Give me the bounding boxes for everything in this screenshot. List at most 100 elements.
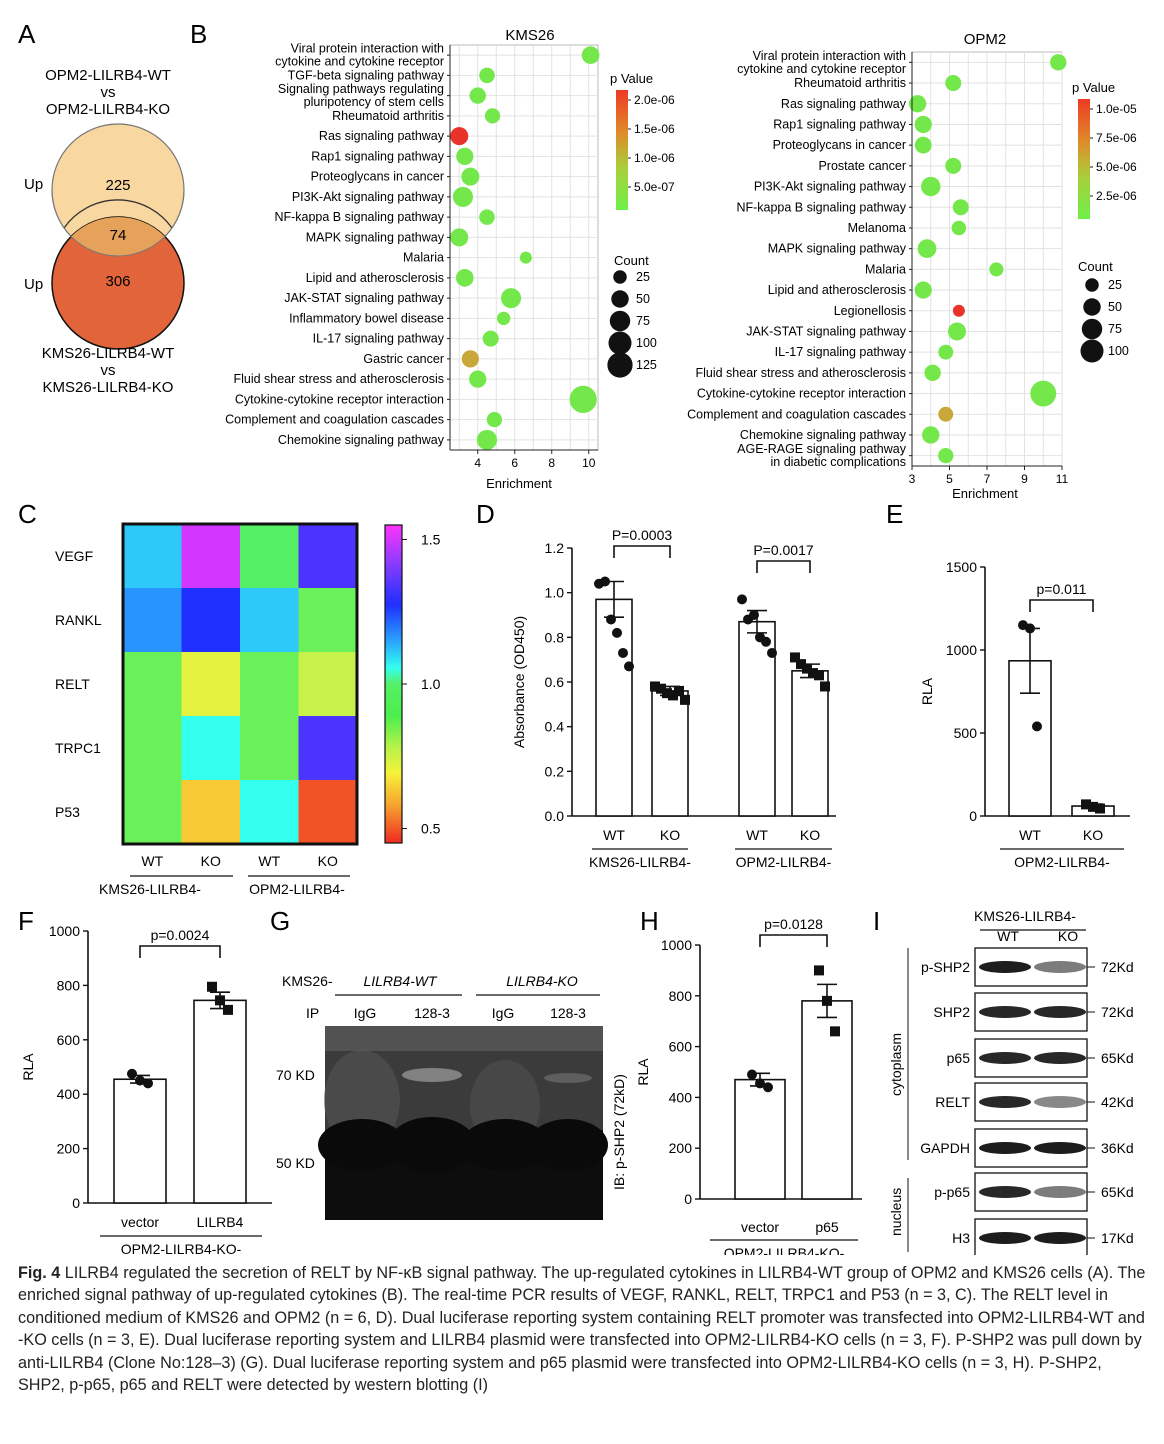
- y-tick-label: 400: [57, 1086, 81, 1102]
- data-point: [476, 429, 498, 450]
- y-tick-label: 1500: [946, 559, 977, 575]
- data-point: [952, 199, 969, 216]
- data-point: [914, 115, 932, 134]
- data-point: [207, 981, 217, 992]
- heatmap-cell: [240, 716, 299, 781]
- blot-band: [979, 1142, 1031, 1154]
- data-point: [127, 1068, 137, 1079]
- blot-band: [979, 1052, 1031, 1064]
- y-tick-label: 500: [954, 725, 978, 741]
- data-point: [569, 385, 597, 413]
- category-label: Legionellosis: [834, 304, 906, 318]
- category-label: IL-17 signaling pathway: [775, 345, 907, 359]
- count-legend-label: 100: [1108, 344, 1129, 358]
- blot-g-pshp2-band: [402, 1068, 462, 1082]
- bar-chart-e: 0 500 1000 1500 RLA WT KO p=0.011 OPM2-LILRB4-: [919, 559, 1130, 870]
- blot-g-marker-70: 70 KD: [276, 1067, 315, 1083]
- dotplot-kms26-title: KMS26: [505, 27, 554, 44]
- count-legend-label: 25: [636, 270, 650, 284]
- dotplot-opm2-title: OPM2: [964, 31, 1007, 48]
- blot-band: [1034, 1142, 1086, 1154]
- venn-top-label-2: vs: [101, 84, 116, 101]
- category-label: AGE-RAGE signaling pathway: [737, 442, 907, 456]
- count-legend-dot: [611, 290, 629, 308]
- category-label: IL-17 signaling pathway: [313, 332, 445, 346]
- count-legend-dot: [1080, 339, 1104, 363]
- kms26-count-title: Count: [614, 253, 649, 268]
- blot-g-marker-50: 50 KD: [276, 1155, 315, 1171]
- colorbar-tick-label: 1.0: [421, 676, 441, 692]
- blot-row-label: H3: [952, 1230, 970, 1246]
- category-label: TGF-beta signaling pathway: [288, 68, 445, 82]
- p-value-label: P=0.0003: [612, 527, 673, 543]
- kms26-pvalue-colorbar: [616, 90, 628, 210]
- panel-label-b: B: [190, 19, 207, 49]
- category-label: cytokine and cytokine receptor: [737, 62, 906, 76]
- significance-bracket: [613, 545, 671, 558]
- x-tick-label: 5: [946, 472, 953, 486]
- blot-row-label: p65: [947, 1050, 971, 1066]
- data-point: [618, 647, 628, 658]
- data-point: [989, 262, 1004, 277]
- data-point: [135, 1075, 145, 1086]
- data-point: [469, 87, 486, 104]
- y-tick-label: 200: [669, 1140, 693, 1156]
- blot-band: [1034, 1052, 1086, 1064]
- bar: [801, 1000, 853, 1200]
- y-tick-label: 800: [669, 988, 693, 1004]
- category-label: Fluid shear stress and atherosclerosis: [695, 366, 906, 380]
- panel-label-i: I: [873, 906, 880, 936]
- category-label: JAK-STAT signaling pathway: [284, 291, 445, 305]
- heatmap-row-label: VEGF: [55, 548, 93, 564]
- y-tick-label: 600: [669, 1039, 693, 1055]
- count-legend-label: 50: [636, 292, 650, 306]
- data-point: [763, 1082, 773, 1093]
- figure-caption: Fig. 4 LILRB4 regulated the secretion of…: [18, 1262, 1146, 1396]
- category-label: Prostate cancer: [818, 159, 906, 173]
- group-label: OPM2-LILRB4-: [1014, 854, 1110, 870]
- blot-band: [1034, 1006, 1086, 1018]
- heatmap-border: [121, 522, 359, 846]
- y-tick-label: 0.0: [545, 808, 565, 824]
- data-point: [922, 426, 940, 444]
- blot-band: [979, 1006, 1031, 1018]
- data-point: [519, 251, 532, 264]
- heatmap-col-label: KO: [318, 853, 338, 869]
- data-point: [790, 652, 800, 663]
- p-value-label: p=0.011: [1037, 581, 1087, 597]
- colorbar-tick-label: 2.0e-06: [634, 93, 675, 107]
- blot-g-group2: LILRB4-KO: [506, 973, 578, 989]
- data-point: [612, 627, 622, 638]
- category-label: Lipid and atherosclerosis: [768, 283, 906, 297]
- heatmap-group-label: OPM2-LILRB4-: [249, 881, 345, 897]
- blot-g-lane-4: 128-3: [550, 1005, 586, 1021]
- blot-g-group1: LILRB4-WT: [363, 973, 438, 989]
- blot-row-label: p-SHP2: [921, 959, 970, 975]
- count-legend-dot: [1081, 318, 1103, 340]
- data-point: [1050, 54, 1067, 71]
- significance-bracket: [759, 934, 828, 947]
- y-tick-label: 0: [684, 1191, 692, 1207]
- category-label: JAK-STAT signaling pathway: [746, 324, 907, 338]
- heatmap-row-label: P53: [55, 804, 80, 820]
- data-point: [143, 1078, 153, 1089]
- category-label: Fluid shear stress and atherosclerosis: [233, 372, 444, 386]
- data-point: [749, 610, 759, 620]
- data-point: [761, 636, 771, 647]
- colorbar-tick-label: 2.5e-06: [1096, 189, 1137, 203]
- category-label: Rheumatoid arthritis: [332, 109, 444, 123]
- heatmap-cell: [181, 780, 241, 845]
- category-label: Cytokine-cytokine receptor interaction: [235, 392, 444, 406]
- data-point: [486, 411, 503, 428]
- colorbar-tick-label: 1.5e-06: [634, 122, 675, 136]
- data-point: [456, 147, 474, 165]
- venn-top-label-1: OPM2-LILRB4-WT: [45, 67, 171, 84]
- data-point: [461, 167, 480, 186]
- data-point: [1032, 721, 1042, 732]
- group-label: OPM2-LILRB4-KO-: [724, 1245, 845, 1255]
- data-point: [674, 685, 684, 696]
- blot-row-label: p-p65: [934, 1184, 970, 1200]
- category-label: NF-kappa B signaling pathway: [274, 210, 444, 224]
- data-point: [808, 668, 818, 679]
- venn-bottom-label-1: KMS26-LILRB4-WT: [42, 345, 175, 362]
